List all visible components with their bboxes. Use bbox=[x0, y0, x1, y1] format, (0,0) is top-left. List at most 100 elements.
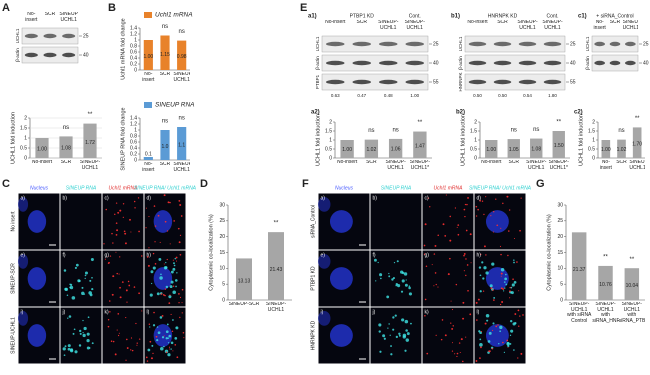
blot-band bbox=[325, 41, 345, 47]
mrna-signal bbox=[131, 349, 134, 352]
rna-signal bbox=[402, 335, 406, 339]
x-tick-label: SINEUP-UCHL1 bbox=[173, 72, 190, 83]
y-tick-label: 30 bbox=[219, 202, 225, 208]
row-label: UCHL1 bbox=[15, 28, 20, 43]
mrna-signal bbox=[435, 334, 437, 336]
rna-signal bbox=[510, 286, 513, 289]
mrna-signal bbox=[164, 288, 167, 290]
rna-signal bbox=[78, 344, 82, 347]
rna-signal bbox=[392, 316, 395, 319]
panel-label: E bbox=[300, 2, 307, 14]
y-tick-label: 0.5 bbox=[325, 146, 332, 152]
mrna-signal bbox=[179, 253, 182, 256]
mrna-signal bbox=[125, 316, 127, 319]
blot-band bbox=[325, 60, 345, 66]
mrna-signal bbox=[159, 241, 161, 243]
mrna-signal bbox=[130, 349, 132, 351]
mrna-signal bbox=[522, 314, 524, 316]
row-label: β-actin bbox=[458, 56, 463, 70]
mrna-signal bbox=[520, 197, 522, 199]
annotation: ns bbox=[178, 29, 184, 35]
mrna-signal bbox=[458, 342, 461, 344]
cell-label: i) bbox=[21, 309, 24, 315]
quant-label: 0.63 bbox=[331, 93, 340, 98]
rna-signal bbox=[386, 295, 390, 299]
mrna-signal bbox=[154, 241, 156, 243]
quant-label: 0.48 bbox=[384, 93, 393, 98]
mrna-signal bbox=[116, 229, 119, 232]
mrna-signal bbox=[465, 258, 467, 260]
blot-band bbox=[609, 41, 621, 47]
rna-signal bbox=[509, 334, 512, 336]
mrna-signal bbox=[490, 287, 493, 290]
mrna-signal bbox=[513, 237, 515, 240]
mrna-signal bbox=[117, 334, 120, 337]
legend-label: Uchl1 mRNA bbox=[155, 12, 193, 19]
mrna-signal bbox=[148, 247, 150, 249]
x-tick-label: SCR bbox=[616, 160, 627, 165]
rna-signal bbox=[500, 268, 505, 272]
annotation: ** bbox=[635, 116, 640, 122]
mrna-signal bbox=[115, 251, 117, 253]
rna-signal bbox=[166, 323, 169, 326]
nucleus bbox=[18, 253, 29, 269]
mrna-signal bbox=[115, 222, 118, 224]
annotation: ns bbox=[63, 125, 69, 131]
rna-signal bbox=[390, 353, 393, 356]
rna-signal bbox=[514, 322, 517, 325]
rna-signal bbox=[379, 273, 383, 277]
micrograph bbox=[102, 193, 144, 250]
mrna-signal bbox=[462, 301, 465, 304]
blot-band bbox=[518, 79, 537, 85]
rna-signal bbox=[488, 331, 492, 335]
mrna-signal bbox=[172, 259, 174, 261]
cell-label: j) bbox=[62, 309, 66, 315]
bar bbox=[507, 139, 520, 158]
column-header: SINEUP RNA/ Uchl1 mRNA bbox=[134, 185, 197, 191]
rna-signal bbox=[391, 278, 394, 281]
x-tick-label-box: SINEUP-UCHL1 bbox=[80, 160, 100, 170]
legend-swatch bbox=[144, 102, 152, 108]
blot-band bbox=[62, 52, 76, 58]
lane-label-box: No-insert bbox=[594, 20, 606, 30]
marker-label: 55 bbox=[433, 79, 439, 85]
row-label: β-actin bbox=[315, 56, 320, 70]
mrna-signal bbox=[146, 360, 149, 362]
blot-band bbox=[609, 60, 621, 66]
rna-signal bbox=[503, 290, 505, 292]
rna-signal bbox=[164, 266, 168, 269]
subpanel-label: b1) bbox=[451, 14, 460, 20]
mrna-signal bbox=[451, 350, 454, 352]
mrna-signal bbox=[516, 261, 518, 263]
mrna-signal bbox=[433, 253, 436, 255]
bar bbox=[268, 232, 284, 300]
mrna-signal bbox=[491, 348, 494, 350]
x-tick-label: SINEUP-UCHL1* bbox=[409, 160, 431, 171]
nucleus bbox=[318, 253, 331, 269]
blot-membrane bbox=[464, 73, 566, 91]
mrna-signal bbox=[500, 287, 503, 290]
mrna-signal bbox=[499, 303, 502, 306]
mrna-signal bbox=[179, 316, 181, 319]
lane-label: SINEUP-UCHL1 bbox=[542, 20, 563, 31]
rna-signal bbox=[487, 340, 491, 343]
legend-swatch bbox=[144, 12, 152, 18]
rna-signal bbox=[159, 316, 163, 319]
mrna-signal bbox=[502, 341, 504, 344]
x-tick-label: SCR bbox=[60, 160, 72, 165]
mrna-signal bbox=[167, 201, 170, 204]
annotation: ** bbox=[629, 257, 634, 263]
rna-signal bbox=[151, 344, 154, 347]
x-tick-label: SINEUP-UCHL1 bbox=[265, 302, 287, 313]
mrna-signal bbox=[475, 360, 478, 362]
mrna-signal bbox=[138, 292, 140, 295]
cell-label: f) bbox=[63, 252, 66, 258]
mrna-signal bbox=[117, 211, 120, 214]
y-tick-label: 0 bbox=[474, 155, 477, 161]
blot-band bbox=[493, 60, 512, 66]
cell-label: e) bbox=[21, 252, 26, 258]
mrna-signal bbox=[137, 197, 140, 199]
nucleus bbox=[329, 210, 353, 233]
y-tick-label: 1 bbox=[329, 137, 332, 143]
value-label: 1.1 bbox=[178, 142, 185, 148]
